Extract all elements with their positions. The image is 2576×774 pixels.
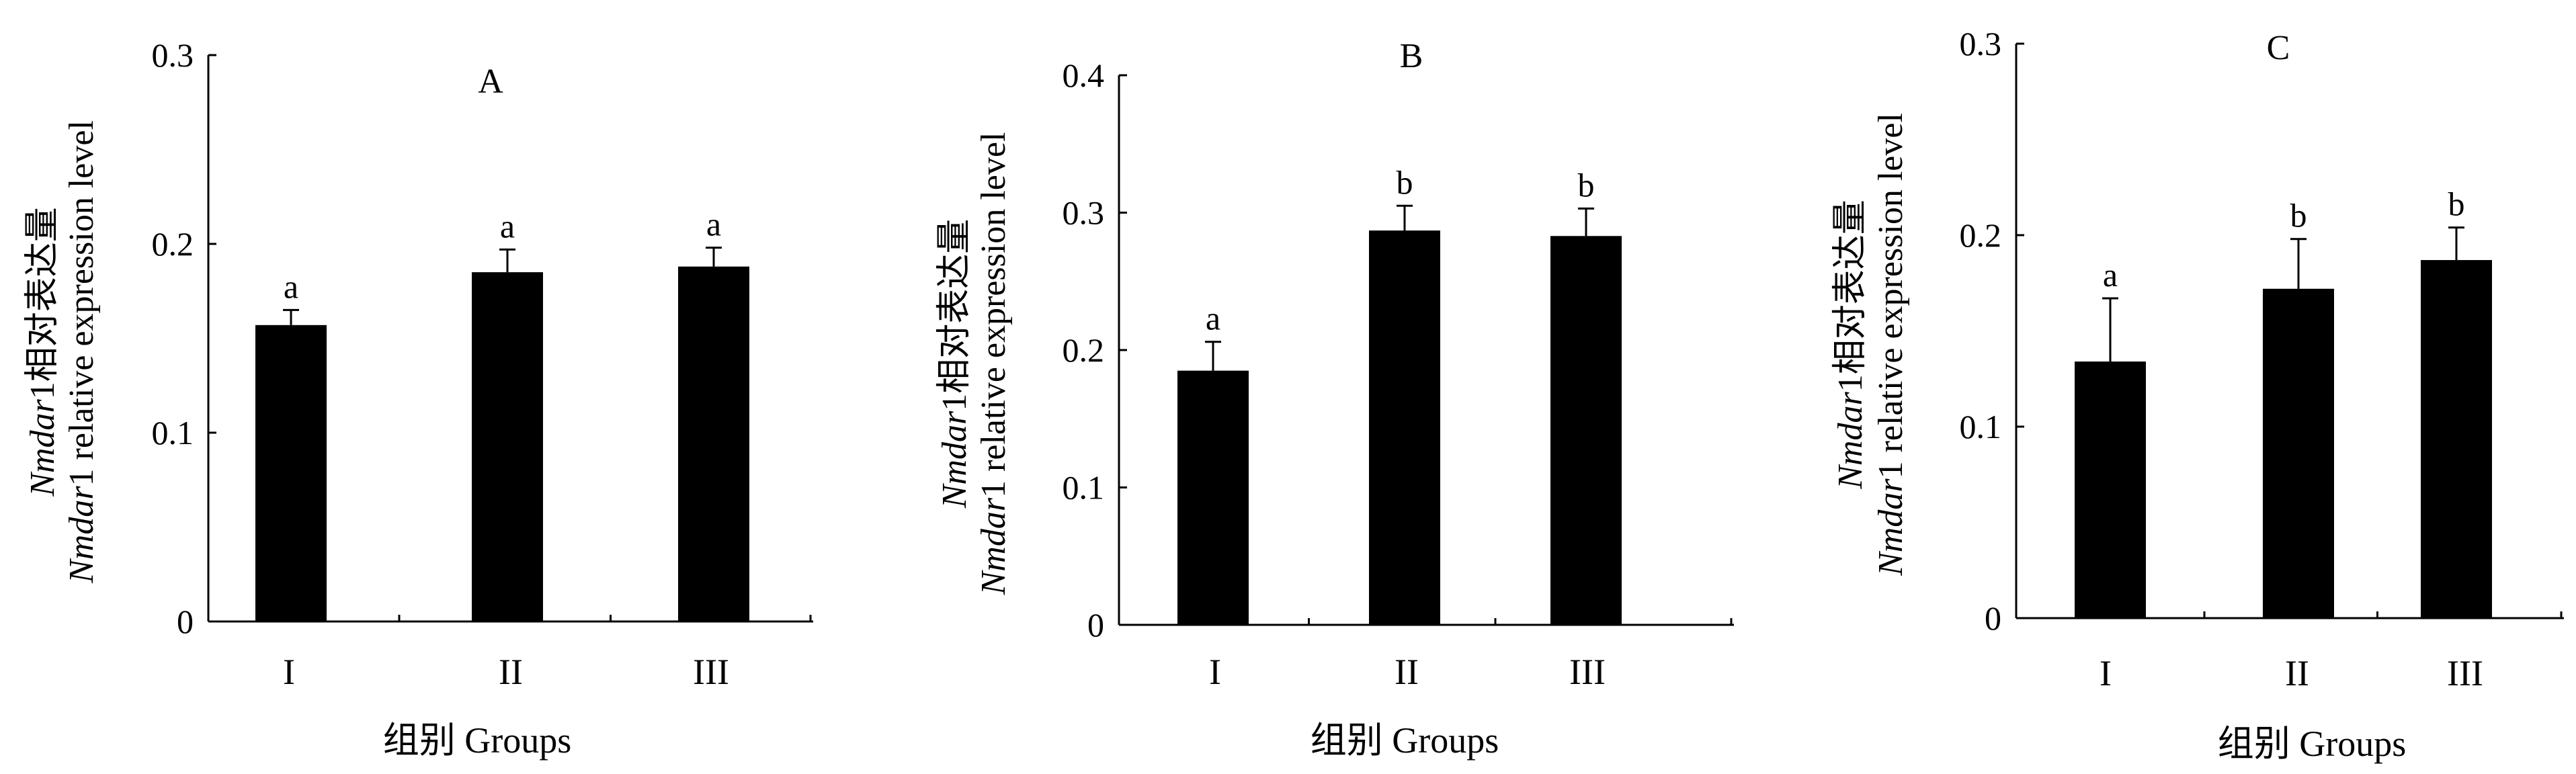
y-axis-title-cn: Nmdar1相对表达量: [1831, 200, 1870, 490]
category-label: II: [1395, 652, 1419, 692]
y-tick-label: 0.3: [1063, 194, 1105, 232]
y-tick-label: 0: [1087, 606, 1104, 644]
y-tick-label: 0.1: [1960, 408, 2002, 445]
y-axis-title-cn: Nmdar1相对表达量: [936, 219, 974, 509]
significance-letter: b: [2448, 185, 2465, 223]
category-label: I: [2100, 653, 2112, 693]
y-tick-label: 0.4: [1063, 56, 1105, 94]
x-axis-title: 组别 Groups: [2218, 724, 2407, 764]
significance-letter: a: [284, 267, 298, 305]
y-axis-title-en: Nmdar1 relative expression level: [1872, 113, 1910, 576]
y-tick-label: 0.3: [1960, 25, 2002, 62]
category-label: III: [1569, 652, 1606, 692]
bar-ii: [1369, 230, 1440, 626]
bar-iii: [1550, 236, 1622, 625]
category-label: I: [1209, 652, 1221, 692]
category-label: III: [2447, 653, 2483, 693]
y-axis-title-en: Nmdar1 relative expression level: [974, 132, 1013, 596]
y-tick-label: 0.2: [152, 225, 194, 263]
significance-letter: b: [1397, 163, 1413, 201]
y-axis-title-gene: Nmdar: [1872, 478, 1910, 576]
bar-iii: [678, 266, 749, 622]
y-axis-title-gene: Nmdar: [24, 399, 62, 497]
category-label: II: [2285, 653, 2309, 693]
bar-ii: [2263, 288, 2334, 618]
bar-ii: [472, 272, 543, 621]
y-axis-title-text: 1 relative expression level: [1872, 113, 1910, 478]
y-axis-title-en: Nmdar1 relative expression level: [63, 120, 101, 584]
significance-letter: b: [2290, 197, 2307, 234]
y-tick-label: 0.2: [1960, 216, 2002, 254]
significance-letter: b: [1578, 166, 1595, 204]
y-axis-title-text: 1 relative expression level: [974, 132, 1013, 498]
y-tick-label: 0: [1985, 599, 2001, 637]
y-axis-title-cn: Nmdar1相对表达量: [24, 207, 62, 497]
x-axis-title: 组别 Groups: [1311, 720, 1499, 761]
panel-label: A: [478, 62, 503, 101]
y-tick-label: 0.1: [152, 414, 194, 452]
y-axis-title-text: 1相对表达量: [24, 207, 62, 399]
significance-letter: a: [706, 206, 721, 243]
significance-letter: a: [1206, 300, 1220, 337]
bar-i: [1177, 370, 1249, 625]
y-tick-label: 0: [177, 603, 194, 640]
y-axis-title-gene: Nmdar: [1831, 392, 1870, 490]
significance-letter: a: [2103, 256, 2118, 294]
y-axis-title-gene: Nmdar: [936, 411, 974, 509]
y-tick-label: 0.1: [1063, 469, 1105, 507]
y-tick-label: 0.3: [152, 36, 194, 74]
bar-iii: [2421, 260, 2492, 618]
y-axis-title-gene: Nmdar: [63, 486, 101, 584]
y-axis-title-text: 1 relative expression level: [63, 120, 101, 486]
panel-label: C: [2267, 29, 2290, 67]
category-label: III: [693, 652, 729, 692]
bar-i: [2075, 361, 2146, 618]
y-axis-title-text: 1相对表达量: [1831, 200, 1870, 392]
y-tick-label: 0.2: [1063, 331, 1105, 369]
significance-letter: a: [500, 207, 515, 245]
y-axis-title-gene: Nmdar: [974, 497, 1013, 595]
category-label: I: [283, 652, 295, 692]
x-axis-title: 组别 Groups: [383, 720, 572, 761]
y-axis-title-text: 1相对表达量: [936, 219, 974, 411]
panel-label: B: [1400, 37, 1423, 75]
category-label: II: [499, 652, 523, 692]
bar-i: [255, 325, 327, 621]
